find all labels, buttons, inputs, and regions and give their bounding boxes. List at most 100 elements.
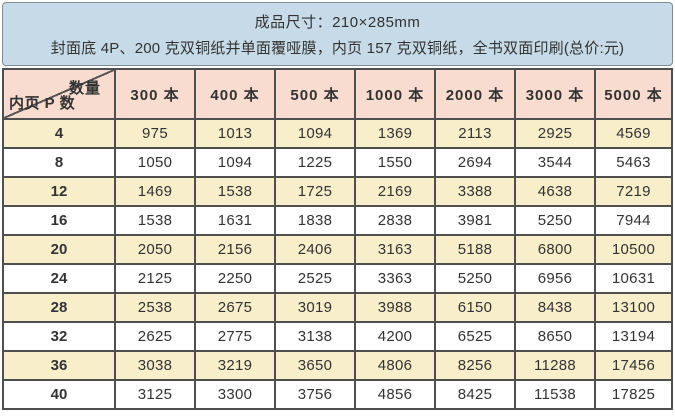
price-cell: 1550 xyxy=(354,147,436,178)
price-cell: 7944 xyxy=(594,205,673,236)
price-cell: 8256 xyxy=(434,350,516,381)
price-cell: 2694 xyxy=(434,147,516,178)
price-cell: 1369 xyxy=(354,118,436,149)
price-cell: 5188 xyxy=(434,234,516,265)
pages-row-label: 16 xyxy=(2,205,116,236)
price-cell: 1538 xyxy=(114,205,196,236)
price-cell: 1225 xyxy=(274,147,356,178)
price-cell: 4200 xyxy=(354,321,436,352)
price-cell: 1469 xyxy=(114,176,196,207)
price-cell: 13194 xyxy=(594,321,673,352)
table-row: 40 3125 3300 3756 4856 8425 11538 17825 xyxy=(2,379,673,410)
price-cell: 975 xyxy=(114,118,196,149)
price-cell: 6956 xyxy=(514,263,596,294)
price-cell: 2675 xyxy=(194,292,276,323)
price-cell: 5463 xyxy=(594,147,673,178)
price-cell: 2538 xyxy=(114,292,196,323)
pages-row-label: 40 xyxy=(2,379,116,410)
pages-row-label: 24 xyxy=(2,263,116,294)
price-cell: 8425 xyxy=(434,379,516,410)
price-cell: 2406 xyxy=(274,234,356,265)
price-cell: 10631 xyxy=(594,263,673,294)
pages-row-label: 32 xyxy=(2,321,116,352)
price-cell: 8650 xyxy=(514,321,596,352)
price-cell: 5250 xyxy=(434,263,516,294)
corner-diagonal-cell: 数量 内页 P 数 xyxy=(2,68,116,120)
price-cell: 2156 xyxy=(194,234,276,265)
price-cell: 17825 xyxy=(594,379,673,410)
table-row: 36 3038 3219 3650 4806 8256 11288 17456 xyxy=(2,350,673,381)
price-cell: 4569 xyxy=(594,118,673,149)
price-cell: 10500 xyxy=(594,234,673,265)
table-row: 20 2050 2156 2406 3163 5188 6800 10500 xyxy=(2,234,673,265)
price-cell: 11288 xyxy=(514,350,596,381)
price-cell: 4806 xyxy=(354,350,436,381)
table-row: 12 1469 1538 1725 2169 3388 4638 7219 xyxy=(2,176,673,207)
quantity-column-header: 2000 本 xyxy=(434,68,516,120)
quantity-column-header: 500 本 xyxy=(274,68,356,120)
price-cell: 6800 xyxy=(514,234,596,265)
price-cell: 2775 xyxy=(194,321,276,352)
price-cell: 1013 xyxy=(194,118,276,149)
price-cell: 2838 xyxy=(354,205,436,236)
price-cell: 3163 xyxy=(354,234,436,265)
price-cell: 5250 xyxy=(514,205,596,236)
pages-row-label: 28 xyxy=(2,292,116,323)
quantity-column-header: 1000 本 xyxy=(354,68,436,120)
table-row: 24 2125 2250 2525 3363 5250 6956 10631 xyxy=(2,263,673,294)
quantity-column-header: 300 本 xyxy=(114,68,196,120)
price-cell: 3038 xyxy=(114,350,196,381)
price-cell: 3019 xyxy=(274,292,356,323)
price-cell: 3988 xyxy=(354,292,436,323)
price-cell: 2925 xyxy=(514,118,596,149)
price-cell: 2625 xyxy=(114,321,196,352)
price-cell: 2250 xyxy=(194,263,276,294)
price-cell: 4638 xyxy=(514,176,596,207)
price-cell: 6525 xyxy=(434,321,516,352)
price-cell: 1725 xyxy=(274,176,356,207)
price-cell: 3300 xyxy=(194,379,276,410)
quantity-column-header: 3000 本 xyxy=(514,68,596,120)
quantity-axis-label: 数量 xyxy=(68,80,101,97)
price-cell: 4856 xyxy=(354,379,436,410)
price-cell: 1094 xyxy=(274,118,356,149)
quantity-column-header: 5000 本 xyxy=(594,68,673,120)
table-row: 16 1538 1631 1838 2838 3981 5250 7944 xyxy=(2,205,673,236)
price-cell: 3388 xyxy=(434,176,516,207)
price-cell: 3756 xyxy=(274,379,356,410)
price-cell: 2169 xyxy=(354,176,436,207)
price-cell: 2525 xyxy=(274,263,356,294)
price-cell: 1631 xyxy=(194,205,276,236)
price-cell: 1838 xyxy=(274,205,356,236)
price-table-body: 4 975 1013 1094 1369 2113 2925 4569 8 1050 1094 122… xyxy=(2,118,673,410)
price-cell: 8438 xyxy=(514,292,596,323)
table-row: 32 2625 2775 3138 4200 6525 8650 13194 xyxy=(2,321,673,352)
price-cell: 11538 xyxy=(514,379,596,410)
table-row: 8 1050 1094 1225 1550 2694 3544 5463 xyxy=(2,147,673,178)
price-cell: 7219 xyxy=(594,176,673,207)
price-cell: 1094 xyxy=(194,147,276,178)
paper-spec-text: 封面底 4P、200 克双铜纸并单面覆哑膜，内页 157 克双铜纸，全书双面印刷… xyxy=(50,39,625,57)
table-row: 28 2538 2675 3019 3988 6150 8438 13100 xyxy=(2,292,673,323)
price-cell: 3363 xyxy=(354,263,436,294)
price-cell: 17456 xyxy=(594,350,673,381)
pages-row-label: 8 xyxy=(2,147,116,178)
price-cell: 3219 xyxy=(194,350,276,381)
price-cell: 13100 xyxy=(594,292,673,323)
price-cell: 2050 xyxy=(114,234,196,265)
pages-row-label: 36 xyxy=(2,350,116,381)
price-cell: 2125 xyxy=(114,263,196,294)
price-cell: 1050 xyxy=(114,147,196,178)
price-cell: 6150 xyxy=(434,292,516,323)
column-header-row: 数量 内页 P 数 300 本 400 本 500 本 1000 本 2000 本 300… xyxy=(2,68,673,120)
price-cell: 3981 xyxy=(434,205,516,236)
price-cell: 3650 xyxy=(274,350,356,381)
pages-row-label: 20 xyxy=(2,234,116,265)
price-cell: 3544 xyxy=(514,147,596,178)
product-size-text: 成品尺寸：210×285mm xyxy=(254,13,421,31)
price-cell: 3138 xyxy=(274,321,356,352)
table-row: 4 975 1013 1094 1369 2113 2925 4569 xyxy=(2,118,673,149)
header-banner: 成品尺寸：210×285mm 封面底 4P、200 克双铜纸并单面覆哑膜，内页 … xyxy=(2,2,673,66)
pages-axis-label: 内页 P 数 xyxy=(9,95,76,112)
